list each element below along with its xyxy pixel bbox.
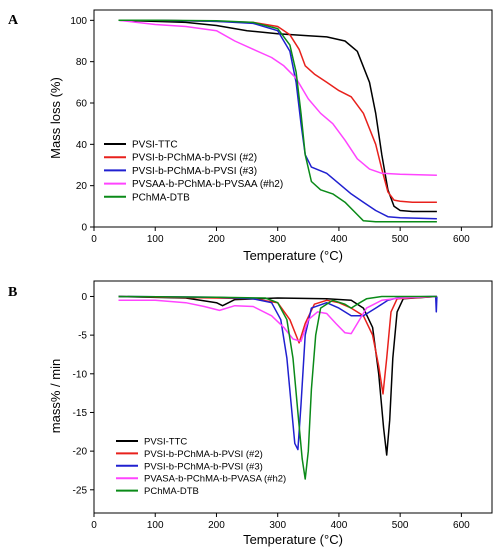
panel-b-ticks: 0 100 200 300 400 500 600 0 -5 -10 -15 -20 -25 [73,292,471,531]
series-line-1 [118,19,437,213]
y-tick-label: -25 [73,485,88,496]
legend-label: PChMA-DTB [144,486,199,497]
x-tick-label: 600 [453,234,470,245]
x-tick-label: 500 [392,520,409,531]
x-tick-label: 200 [208,234,225,245]
y-tick-label: 40 [76,140,88,151]
legend-label: PVASA-b-PChMA-b-PVASA (#h2) [144,474,286,485]
series-line-2 [118,295,437,395]
series-line-5 [118,19,437,223]
y-tick-label: 60 [76,99,88,110]
x-tick-label: 400 [331,234,348,245]
y-tick-label: 0 [81,292,87,303]
panel-a-legend: PVSI-TTC PVSI-b-PChMA-b-PVSI (#2) PVSI-b-P… [104,140,283,203]
panel-a: A 0 100 200 300 400 500 600 0 20 40 60 80 100 Temper… [8,9,493,263]
series-line-1 [118,295,437,456]
panel-b-plot-frame [93,280,493,514]
y-tick-label: 80 [76,57,88,68]
panel-a-letter: A [8,13,19,28]
series-line-3 [118,19,437,220]
x-tick-label: 200 [208,520,225,531]
legend-label: PVSAA-b-PChMA-b-PVSAA (#h2) [132,179,283,190]
x-tick-label: 500 [392,234,409,245]
x-tick-label: 600 [453,520,470,531]
x-tick-label: 0 [91,520,97,531]
panel-a-y-axis-title: Mass loss (%) [48,77,63,159]
panel-b-letter: B [8,285,17,300]
panel-a-series [118,19,437,223]
x-tick-label: 100 [147,234,164,245]
panel-b-x-axis-title: Temperature (°C) [243,532,343,547]
series-line-5 [118,295,437,480]
series-line-4 [118,19,437,177]
x-tick-label: 0 [91,234,97,245]
y-tick-label: 20 [76,181,88,192]
legend-label: PVSI-TTC [132,140,178,151]
panel-b-y-axis-title: mass% / min [48,359,63,433]
y-tick-label: 100 [70,16,87,27]
y-tick-label: -10 [73,369,88,380]
panel-a-x-axis-title: Temperature (°C) [243,248,343,263]
panel-b: B 0 100 200 300 400 500 600 0 -5 -10 -15 -20 -25 Tem… [8,280,493,547]
x-tick-label: 300 [269,520,286,531]
x-tick-label: 100 [147,520,164,531]
y-tick-label: 0 [81,223,87,234]
panel-a-plot-frame [93,9,493,228]
legend-label: PVSI-b-PChMA-b-PVSI (#2) [132,153,257,164]
x-tick-label: 400 [331,520,348,531]
legend-label: PVSI-TTC [144,437,187,448]
panel-a-ticks: 0 100 200 300 400 500 600 0 20 40 60 80 100 [70,16,470,245]
legend-label: PVSI-b-PChMA-b-PVSI (#2) [144,449,263,460]
y-tick-label: -5 [78,331,87,342]
panel-b-series [118,295,438,480]
legend-label: PVSI-b-PChMA-b-PVSI (#3) [144,461,263,472]
x-tick-label: 300 [269,234,286,245]
legend-label: PVSI-b-PChMA-b-PVSI (#3) [132,166,257,177]
y-tick-label: -15 [73,408,88,419]
y-tick-label: -20 [73,447,88,458]
legend-label: PChMA-DTB [132,192,190,203]
series-line-4 [118,295,437,343]
